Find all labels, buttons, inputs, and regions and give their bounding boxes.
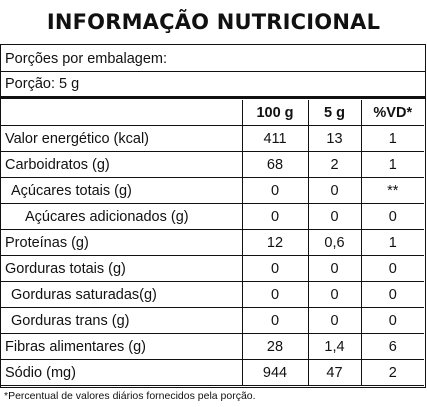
daily-value-percent: 0	[360, 255, 424, 282]
table-header-row: 100 g 5 g %VD*	[1, 100, 424, 126]
daily-value-percent: 6	[360, 333, 424, 360]
table-row: Gorduras totais (g) 0 0 0	[1, 255, 424, 282]
value-per-100g: 0	[241, 307, 308, 334]
serving-size: Porção: 5 g	[5, 76, 80, 92]
value-per-100g: 28	[241, 333, 308, 360]
value-per-100g: 12	[241, 229, 308, 256]
daily-value-percent: **	[360, 177, 424, 204]
daily-value-percent: 1	[360, 229, 424, 256]
nutrient-name: Açúcares totais (g)	[1, 177, 242, 204]
nutrition-rows: Valor energético (kcal) 411 13 1 Carboidrato…	[1, 125, 424, 386]
servings-per-package: Porções por embalagem:	[5, 51, 167, 67]
table-row: Carboidratos (g) 68 2 1	[1, 151, 424, 178]
value-per-serving: 47	[307, 359, 361, 386]
value-per-100g: 0	[241, 177, 308, 204]
value-per-serving: 0,6	[307, 229, 361, 256]
header-5g: 5 g	[307, 100, 361, 126]
table-row: Fibras alimentares (g) 28 1,4 6	[1, 333, 424, 360]
nutrient-name: Fibras alimentares (g)	[1, 333, 242, 360]
table-row: Gorduras trans (g) 0 0 0	[1, 307, 424, 334]
nutrition-frame: Porções por embalagem: Porção: 5 g 100 g…	[0, 44, 426, 388]
daily-value-percent: 1	[360, 125, 424, 152]
value-per-serving: 0	[307, 255, 361, 282]
nutrient-name: Gorduras saturadas(g)	[1, 281, 242, 308]
value-per-100g: 0	[241, 281, 308, 308]
value-per-serving: 0	[307, 281, 361, 308]
value-per-100g: 68	[241, 151, 308, 178]
nutrient-name: Açúcares adicionados (g)	[1, 203, 242, 230]
value-per-100g: 944	[241, 359, 308, 386]
nutrient-name: Sódio (mg)	[1, 359, 242, 386]
nutrient-name: Valor energético (kcal)	[1, 125, 242, 152]
value-per-serving: 0	[307, 177, 361, 204]
value-per-100g: 411	[241, 125, 308, 152]
daily-value-percent: 0	[360, 281, 424, 308]
daily-value-percent: 2	[360, 359, 424, 386]
table-row: Valor energético (kcal) 411 13 1	[1, 125, 424, 152]
footnote: *Percentual de valores diários fornecido…	[4, 390, 256, 402]
value-per-100g: 0	[241, 203, 308, 230]
value-per-serving: 2	[307, 151, 361, 178]
value-per-serving: 0	[307, 307, 361, 334]
daily-value-percent: 0	[360, 307, 424, 334]
value-per-serving: 1,4	[307, 333, 361, 360]
nutrition-table: 100 g 5 g %VD* Valor energético (kcal) 41…	[1, 100, 424, 386]
table-row: Gorduras saturadas(g) 0 0 0	[1, 281, 424, 308]
value-per-100g: 0	[241, 255, 308, 282]
nutrient-name: Gorduras trans (g)	[1, 307, 242, 334]
nutrient-name: Carboidratos (g)	[1, 151, 242, 178]
daily-value-percent: 1	[360, 151, 424, 178]
value-per-serving: 0	[307, 203, 361, 230]
table-row: Açúcares totais (g) 0 0 **	[1, 177, 424, 204]
daily-value-percent: 0	[360, 203, 424, 230]
value-per-serving: 13	[307, 125, 361, 152]
header-vd: %VD*	[360, 100, 424, 126]
header-blank	[1, 100, 242, 126]
nutrient-name: Proteínas (g)	[1, 229, 242, 256]
table-row: Proteínas (g) 12 0,6 1	[1, 229, 424, 256]
serving-divider	[1, 71, 425, 72]
header-100g: 100 g	[241, 100, 308, 126]
label-title: INFORMAÇÃO NUTRICIONAL	[46, 10, 381, 34]
table-row: Açúcares adicionados (g) 0 0 0	[1, 203, 424, 230]
header-thick-divider	[1, 96, 425, 99]
nutrient-name: Gorduras totais (g)	[1, 255, 242, 282]
table-row: Sódio (mg) 944 47 2	[1, 359, 424, 386]
